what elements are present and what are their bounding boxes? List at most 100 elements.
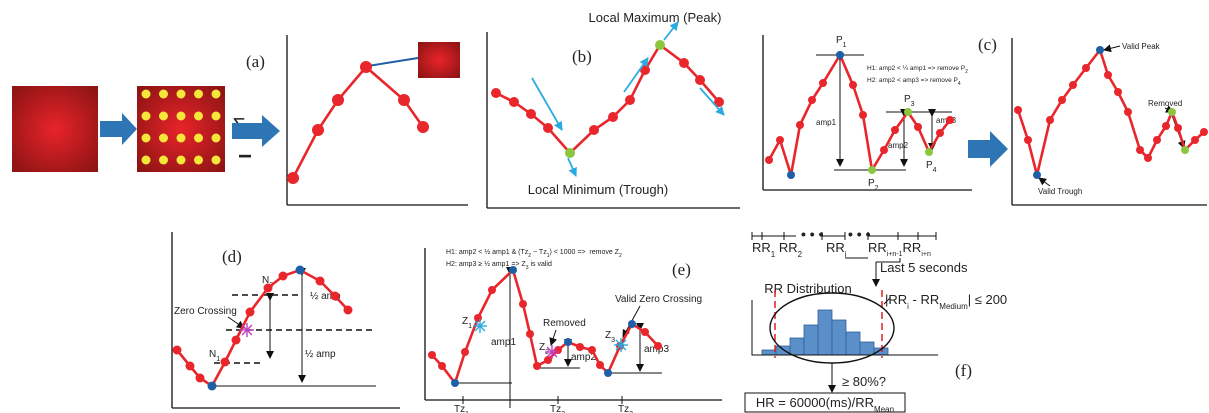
label-text: | ≤ 200 bbox=[968, 292, 1007, 307]
sample-point bbox=[398, 94, 410, 106]
sample-point bbox=[344, 306, 353, 315]
sample-point bbox=[173, 346, 182, 355]
sample-point bbox=[589, 125, 599, 135]
label-text: Tz bbox=[550, 404, 561, 413]
hist-bar bbox=[790, 338, 804, 355]
sample-point bbox=[765, 156, 773, 164]
label-sub: i+n bbox=[921, 251, 931, 258]
rule-sub: 2 bbox=[619, 253, 622, 259]
sample-point bbox=[596, 361, 604, 369]
sample-point bbox=[946, 116, 954, 124]
grid-dot bbox=[194, 134, 203, 143]
sample-point bbox=[519, 300, 527, 308]
sample-point bbox=[1200, 128, 1208, 136]
criterion: |RRi - RRMedium| ≤ 200 bbox=[885, 292, 1007, 311]
grid-dot bbox=[159, 134, 168, 143]
label-text: RR bbox=[868, 240, 887, 255]
sample-point bbox=[588, 346, 596, 354]
sample-point bbox=[264, 284, 273, 293]
sample-point bbox=[1024, 136, 1032, 144]
level-lines bbox=[455, 368, 662, 383]
sample-point bbox=[312, 124, 324, 136]
label-sub: 3 bbox=[611, 337, 615, 344]
grid-dot bbox=[159, 156, 168, 165]
grid-dot bbox=[177, 112, 186, 121]
label-sub: Mean bbox=[874, 405, 894, 413]
grid-dot bbox=[194, 156, 203, 165]
sample-point bbox=[628, 320, 636, 328]
panel-label: (e) bbox=[672, 260, 691, 279]
sample-point bbox=[509, 97, 519, 107]
rule-text: − Tz bbox=[531, 249, 547, 256]
rule-sub: 4 bbox=[958, 81, 961, 87]
sample-point bbox=[849, 81, 857, 89]
label-text: RR bbox=[903, 240, 922, 255]
panel-label: (b) bbox=[572, 47, 592, 66]
sample-point bbox=[543, 123, 553, 133]
sample-point bbox=[564, 338, 572, 346]
sample-point bbox=[608, 112, 618, 122]
axis-label: Tz3 bbox=[618, 404, 633, 413]
sample-point bbox=[1014, 106, 1022, 114]
sample-point bbox=[1082, 64, 1090, 72]
point-label: Z1 bbox=[462, 316, 472, 330]
label-sub: 3 bbox=[911, 101, 915, 108]
sample-point bbox=[488, 286, 496, 294]
panel-label: (d) bbox=[222, 247, 242, 266]
sample-point bbox=[891, 126, 899, 134]
ellipsis: • • • bbox=[801, 226, 824, 242]
sample-point bbox=[641, 328, 649, 336]
rule: H2: amp2 < amp3 => remove P4 bbox=[867, 77, 961, 87]
sample-point bbox=[868, 166, 876, 174]
sample-point bbox=[859, 111, 867, 119]
hist-bar bbox=[776, 346, 790, 355]
label-sub: i bbox=[845, 250, 847, 259]
signal-line bbox=[177, 270, 348, 386]
sample-point bbox=[332, 94, 344, 106]
rule-text: H2: amp2 < amp3 => remove P bbox=[867, 77, 958, 84]
sample-point bbox=[461, 348, 469, 356]
sample-point bbox=[1046, 116, 1054, 124]
grid-dot bbox=[177, 134, 186, 143]
sample-point bbox=[936, 129, 944, 137]
hist-bar bbox=[804, 325, 818, 355]
sample-point bbox=[914, 123, 922, 131]
trough-label: Local Minimum (Trough) bbox=[528, 182, 668, 197]
label-text: |RR bbox=[885, 292, 907, 307]
point-label: Z3 bbox=[605, 330, 615, 344]
annotation: Zero Crossing bbox=[174, 306, 237, 317]
grid-dot bbox=[212, 134, 221, 143]
sample-point bbox=[554, 346, 562, 354]
rule-sub: 2 bbox=[965, 69, 968, 75]
sample-point bbox=[565, 148, 575, 158]
sample-point bbox=[1168, 108, 1176, 116]
sample-point bbox=[417, 121, 429, 133]
amp-label: amp2 bbox=[888, 141, 909, 150]
annotation: Valid Peak bbox=[1122, 42, 1161, 51]
sample-point bbox=[1174, 124, 1182, 132]
rule-text: H1: amp2 < ¼ amp1 => remove P bbox=[867, 65, 965, 72]
sample-point bbox=[246, 308, 255, 317]
label-text: Tz bbox=[454, 404, 465, 413]
rule: H1: amp2 < ¼ amp1 => remove P2 bbox=[867, 65, 968, 75]
panel-label: (f) bbox=[955, 361, 972, 380]
point-label: N1 bbox=[209, 349, 220, 363]
label-text: HR = 60000(ms)/RR bbox=[756, 395, 874, 410]
sample-point bbox=[360, 61, 372, 73]
sample-point bbox=[1104, 71, 1112, 79]
label-text: RR bbox=[826, 240, 845, 255]
sample-point bbox=[796, 121, 804, 129]
pointer bbox=[1104, 46, 1120, 50]
rr-label: RRi bbox=[826, 240, 847, 259]
sample-point bbox=[438, 362, 446, 370]
pointer bbox=[1039, 178, 1050, 186]
sample-point bbox=[544, 356, 552, 364]
sample-point bbox=[604, 369, 612, 377]
sample-point bbox=[836, 51, 844, 59]
sample-point bbox=[1114, 88, 1122, 96]
label-sub: i+n-1 bbox=[887, 251, 903, 258]
sample-point bbox=[880, 146, 888, 154]
minus-symbol: − bbox=[238, 143, 252, 170]
annotation: Valid Zero Crossing bbox=[615, 294, 702, 305]
sample-point bbox=[526, 109, 536, 119]
